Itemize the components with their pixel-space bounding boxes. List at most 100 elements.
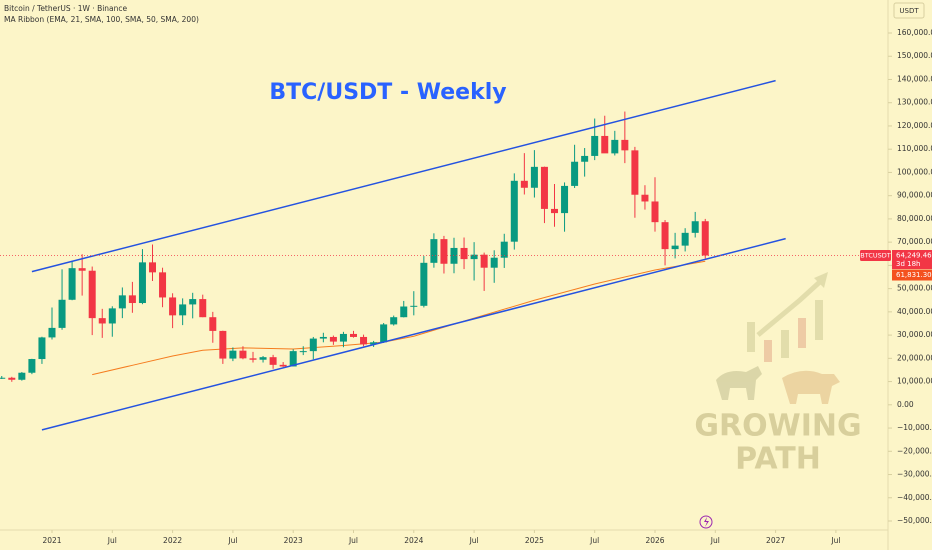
candle-body <box>209 317 217 331</box>
event-icon-bolt[interactable] <box>704 517 709 527</box>
candle-body <box>299 351 307 353</box>
y-tick-label: −50,000.00 <box>897 516 932 525</box>
candle-body <box>671 245 679 250</box>
y-tick-label: 30,000.00 <box>897 330 932 339</box>
candle-body <box>390 317 398 325</box>
candle-body <box>309 338 317 352</box>
ma-price-label: 61,831.30 <box>896 271 932 279</box>
x-tick-label: 2023 <box>284 536 303 545</box>
y-tick-label: −40,000.00 <box>897 493 932 502</box>
candle-body <box>681 232 689 246</box>
candle-body <box>8 377 16 380</box>
candle-body <box>269 357 277 365</box>
y-tick-label: −30,000.00 <box>897 470 932 479</box>
candle-body <box>0 377 6 379</box>
candle-body <box>350 333 357 337</box>
y-tick-label: 120,000.00 <box>897 121 932 130</box>
candle-body <box>470 254 478 260</box>
candle-body <box>641 194 649 202</box>
currency-button[interactable] <box>893 2 925 19</box>
x-tick-label: Jul <box>107 536 117 545</box>
candle-body <box>28 359 36 373</box>
candle-body <box>48 327 56 338</box>
candle-body <box>360 336 368 345</box>
candle-body <box>551 208 558 214</box>
candle-body <box>661 222 669 250</box>
y-tick-label: 90,000.00 <box>897 191 932 200</box>
candle-body <box>259 357 267 360</box>
y-tick-label: 100,000.00 <box>897 167 932 176</box>
candle-body <box>611 139 619 154</box>
candle-body <box>691 221 699 233</box>
symbol-tag <box>860 250 891 262</box>
candle-body <box>410 305 418 307</box>
y-tick-label: 50,000.00 <box>897 284 932 293</box>
y-tick-label: 10,000.00 <box>897 377 932 386</box>
candle-body <box>128 295 136 304</box>
candle-body <box>108 308 116 324</box>
candle-body <box>38 337 46 360</box>
x-tick-label: Jul <box>469 536 479 545</box>
candle-body <box>621 139 629 151</box>
candle-body <box>490 257 498 268</box>
candle-body <box>88 270 96 319</box>
candle-body <box>651 201 659 223</box>
candle-body <box>169 297 177 316</box>
watermark-text: GROWING <box>694 409 861 444</box>
event-icon[interactable] <box>699 515 713 529</box>
candle-body <box>78 268 86 271</box>
chart-title: BTC/USDT - Weekly <box>269 80 506 105</box>
watermark-text: PATH <box>735 442 821 477</box>
candle-body <box>460 247 468 260</box>
last-price-label: 64,249.46 <box>896 252 932 260</box>
candle-body <box>540 166 548 209</box>
candle-body <box>279 364 287 367</box>
candle-body <box>581 155 589 162</box>
candle-body <box>118 295 126 309</box>
candle-body <box>58 299 66 328</box>
candle-body <box>329 336 337 342</box>
candle-body <box>239 350 247 359</box>
indicator-line: MA Ribbon (EMA, 21, SMA, 100, SMA, 50, S… <box>4 15 199 24</box>
ma-line <box>92 260 706 376</box>
y-tick-label: 0.00 <box>897 400 914 409</box>
candle-body <box>370 342 378 345</box>
y-tick-label: 40,000.00 <box>897 307 932 316</box>
candle-body <box>189 299 197 305</box>
x-tick-label: 2026 <box>645 536 664 545</box>
y-tick-label: 20,000.00 <box>897 353 932 362</box>
y-tick-label: 150,000.00 <box>897 51 932 60</box>
candle-body <box>249 358 257 360</box>
y-tick-label: 140,000.00 <box>897 74 932 83</box>
candle-body <box>631 150 639 195</box>
candle-body <box>510 180 518 242</box>
x-tick-label: Jul <box>348 536 358 545</box>
x-tick-label: 2027 <box>766 536 785 545</box>
x-tick-label: Jul <box>589 536 599 545</box>
candle-body <box>591 135 599 156</box>
currency-button-label[interactable]: USDT <box>899 7 919 15</box>
candle-body <box>530 166 538 188</box>
symbol-line: Bitcoin / TetherUS · 1W · Binance <box>4 4 128 13</box>
x-tick-label: 2024 <box>404 536 423 545</box>
candle-body <box>199 299 207 318</box>
y-tick-label: 130,000.00 <box>897 98 932 107</box>
candle-body <box>601 135 609 154</box>
x-tick-label: Jul <box>227 536 237 545</box>
watermark-icons <box>716 272 840 404</box>
candle-body <box>380 324 388 343</box>
candle-body <box>319 336 327 339</box>
y-tick-label: 70,000.00 <box>897 237 932 246</box>
x-tick-label: 2022 <box>163 536 182 545</box>
candle-body <box>159 272 167 298</box>
y-tick-label: 160,000.00 <box>897 28 932 37</box>
candle-body <box>500 241 508 258</box>
y-tick-label: −20,000.00 <box>897 446 932 455</box>
countdown-label: 3d 18h <box>896 260 920 268</box>
candle-body <box>179 304 187 316</box>
candle-body <box>289 351 297 367</box>
trendline <box>41 237 786 431</box>
trendline <box>31 79 776 273</box>
